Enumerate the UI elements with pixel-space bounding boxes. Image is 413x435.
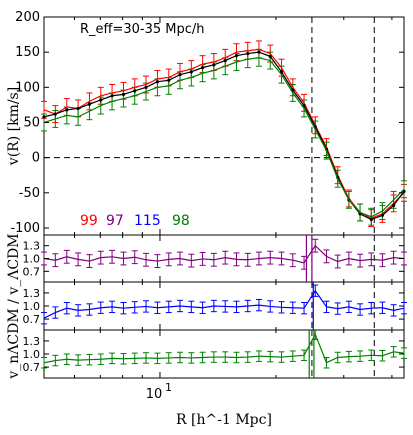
y-tick-label: 50 xyxy=(23,115,40,130)
series-line xyxy=(43,289,405,319)
y-tick-label: 0 xyxy=(32,151,40,166)
data-point xyxy=(133,89,137,93)
legend-115: 115 xyxy=(134,213,161,229)
series-line xyxy=(43,332,405,364)
y-tick-label: 0.7 xyxy=(23,313,41,326)
series-line xyxy=(43,57,405,218)
y-tick-label: -50 xyxy=(19,186,40,201)
y-tick-label: 1.3 xyxy=(23,335,41,348)
y-tick-label: 150 xyxy=(15,45,40,60)
x-tick-label-exponent: 1 xyxy=(165,381,172,394)
y-tick-label: 1.0 xyxy=(23,253,41,266)
y-tick-label: 100 xyxy=(15,80,40,95)
y-tick-label: 200 xyxy=(15,10,40,25)
series-line xyxy=(43,51,405,221)
data-point xyxy=(144,85,148,89)
data-point xyxy=(369,217,373,222)
y-tick-label: 0.7 xyxy=(23,265,41,278)
y-tick-label: 0.7 xyxy=(23,361,41,374)
y-tick-label: -100 xyxy=(10,221,40,236)
data-point xyxy=(99,98,103,102)
y-tick-label: 1.3 xyxy=(23,287,41,300)
legend-97: 97 xyxy=(106,213,124,229)
data-point xyxy=(380,213,385,217)
data-point xyxy=(200,66,205,70)
data-point xyxy=(121,92,126,96)
data-point xyxy=(257,50,261,54)
y-tick-label: 1.0 xyxy=(23,348,41,361)
data-point xyxy=(167,78,171,82)
x-tick-label: 10 xyxy=(146,387,163,402)
data-point xyxy=(279,70,284,74)
legend-99: 99 xyxy=(80,213,98,229)
data-point xyxy=(155,80,160,84)
y-tick-label: 1.3 xyxy=(23,240,41,253)
data-point xyxy=(65,108,69,112)
ticks: -100-500501001502000.71.01.30.71.01.30.7… xyxy=(10,10,404,402)
data-point xyxy=(392,203,396,208)
y-axis-label-ratio: v_nΛCDM / v_ΛCDM xyxy=(6,233,22,379)
data-point xyxy=(42,115,46,119)
series-lines xyxy=(42,48,406,364)
data-point xyxy=(178,73,182,77)
data-point xyxy=(87,102,92,106)
annotation: R_eff=30-35 Mpc/h xyxy=(80,22,205,37)
series-line xyxy=(43,244,405,264)
data-point xyxy=(110,94,114,98)
y-axis-label-main: v(R) [km/s] xyxy=(6,87,22,166)
legend-98: 98 xyxy=(172,213,190,229)
data-point xyxy=(223,59,227,63)
y-tick-label: 1.0 xyxy=(23,300,41,313)
data-point xyxy=(53,112,57,116)
x-axis-label: R [h^-1 Mpc] xyxy=(176,412,272,428)
reference-lines xyxy=(44,17,404,378)
data-point xyxy=(76,106,80,111)
data-point xyxy=(268,54,272,58)
data-point xyxy=(246,51,250,56)
data-point xyxy=(212,63,216,67)
series-line xyxy=(43,48,405,219)
data-point xyxy=(234,54,239,58)
data-point xyxy=(189,70,193,74)
